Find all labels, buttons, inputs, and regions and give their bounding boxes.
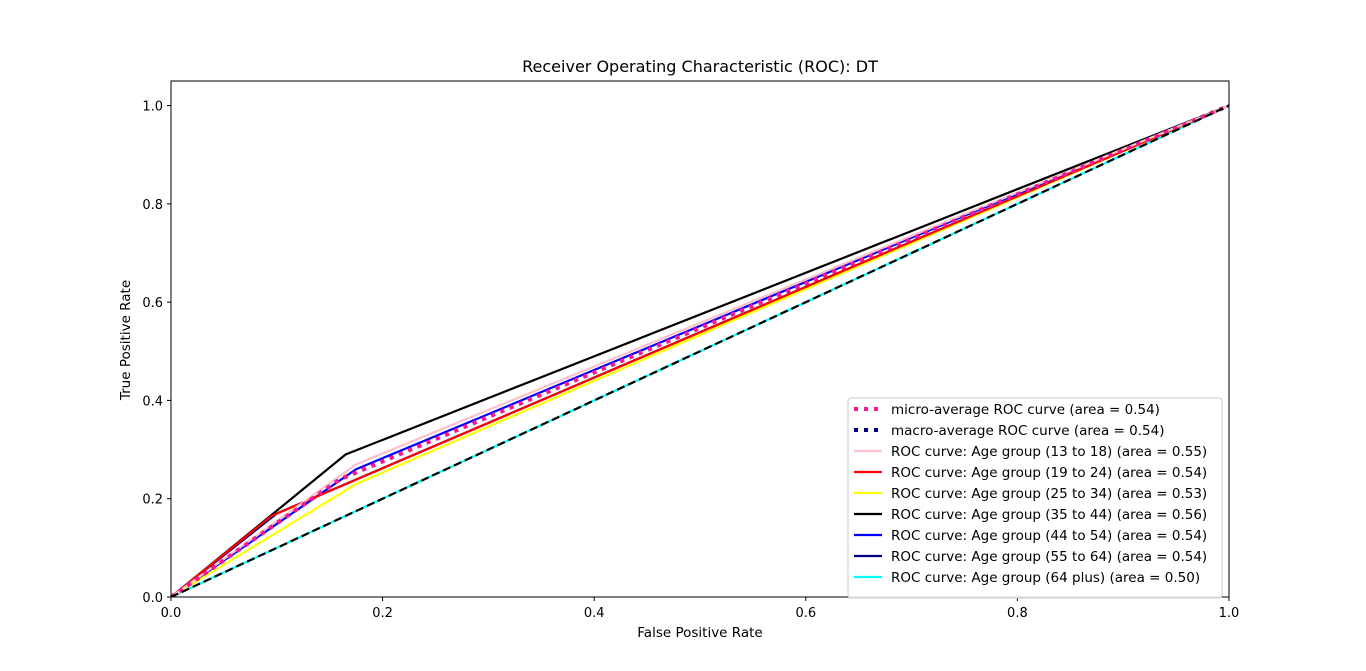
axes: 0.0 0.2 0.4 0.6 0.8 1.0 0.0 0.2 0.4 0.6 0.8 1.0: [142, 80, 1240, 621]
y-tick-label-3: 0.6: [142, 296, 163, 311]
y-tick-label-2: 0.4: [142, 394, 163, 409]
x-tick-label-0: 0.0: [161, 606, 182, 621]
legend-label-2: ROC curve: Age group (13 to 18) (area = …: [891, 444, 1207, 460]
plot-area: [171, 103, 1229, 597]
series-line-3: [171, 104, 1229, 597]
x-axis-label: False Positive Rate: [637, 625, 762, 641]
y-tick-label-5: 1.0: [142, 100, 163, 115]
x-tick-label-4: 0.8: [1007, 606, 1028, 621]
chart-title: Receiver Operating Characteristic (ROC):…: [522, 57, 878, 76]
series-line-2: [171, 104, 1229, 597]
y-tick-label-0: 0.0: [142, 591, 163, 606]
y-axis-label: True Positive Rate: [118, 280, 134, 401]
legend-label-7: ROC curve: Age group (55 to 64) (area = …: [891, 549, 1207, 565]
legend-label-3: ROC curve: Age group (19 to 24) (area = …: [891, 465, 1207, 481]
series-line-4: [171, 104, 1229, 597]
y-tick-label-1: 0.2: [142, 493, 163, 508]
y-tick-label-4: 0.8: [142, 198, 163, 213]
series-line-6: [171, 104, 1229, 597]
legend-box: [847, 397, 1223, 599]
x-tick-label-1: 0.2: [372, 606, 393, 621]
legend-label-0: micro-average ROC curve (area = 0.54): [891, 402, 1160, 418]
legend-label-1: macro-average ROC curve (area = 0.54): [891, 423, 1164, 439]
x-tick-label-5: 1.0: [1219, 606, 1240, 621]
legend-label-4: ROC curve: Age group (25 to 34) (area = …: [891, 486, 1207, 502]
legend: micro-average ROC curve (area = 0.54) mac…: [847, 397, 1223, 599]
reference-diagonal-line: [171, 104, 1229, 597]
legend-label-8: ROC curve: Age group (64 plus) (area = 0…: [891, 570, 1200, 586]
legend-label-6: ROC curve: Age group (44 to 54) (area = …: [891, 528, 1207, 544]
x-tick-label-3: 0.6: [795, 606, 816, 621]
series-group: [171, 103, 1229, 597]
axes-frame: [170, 80, 1230, 598]
legend-label-5: ROC curve: Age group (35 to 44) (area = …: [891, 507, 1207, 523]
x-tick-label-2: 0.4: [584, 606, 605, 621]
